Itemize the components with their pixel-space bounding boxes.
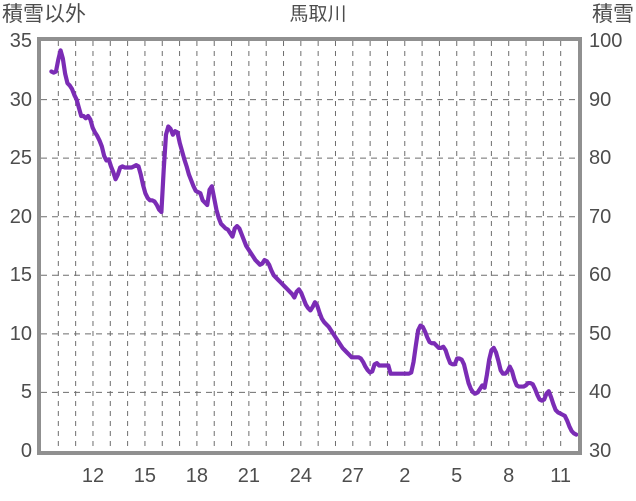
right-axis-tick-60: 60 [589,264,612,287]
x-axis-tick-21: 21 [237,465,260,487]
x-axis-tick-12: 12 [81,465,105,487]
right-axis-tick-70: 70 [589,205,612,228]
left-axis-title: 積雪以外 [2,3,86,26]
right-axis-tick-40: 40 [589,381,612,404]
x-axis-tick-15: 15 [133,465,157,487]
right-axis-tick-80: 80 [589,147,612,170]
x-axis-tick-11: 11 [550,465,572,487]
chart-title: 馬取川 [289,4,347,25]
right-axis-tick-30: 30 [589,440,612,462]
series-line-water-level [49,48,578,437]
x-axis-tick-27: 27 [341,465,364,487]
right-axis-tick-50: 50 [589,322,612,345]
left-axis-tick-0: 0 [20,440,32,462]
left-axis-tick-20: 20 [9,205,32,228]
plot-area [37,37,582,455]
right-axis-tick-90: 90 [589,88,612,111]
right-axis-title: 積雪 [592,3,634,26]
grid-lines [41,41,578,451]
left-axis-tick-35: 35 [9,30,32,52]
left-axis-tick-15: 15 [9,264,32,287]
left-axis-tick-25: 25 [9,147,32,170]
left-axis-tick-5: 5 [20,381,32,404]
left-axis-tick-30: 30 [9,88,32,111]
x-axis-tick-8: 8 [503,465,515,487]
line-chart-svg [41,41,578,451]
x-axis-tick-5: 5 [451,465,463,487]
x-axis-tick-24: 24 [289,465,312,487]
x-axis-tick-18: 18 [185,465,209,487]
plot-inner [41,41,578,451]
left-axis-tick-10: 10 [9,322,32,345]
right-axis-tick-100: 100 [589,30,623,52]
x-axis-tick-2: 2 [399,465,411,487]
